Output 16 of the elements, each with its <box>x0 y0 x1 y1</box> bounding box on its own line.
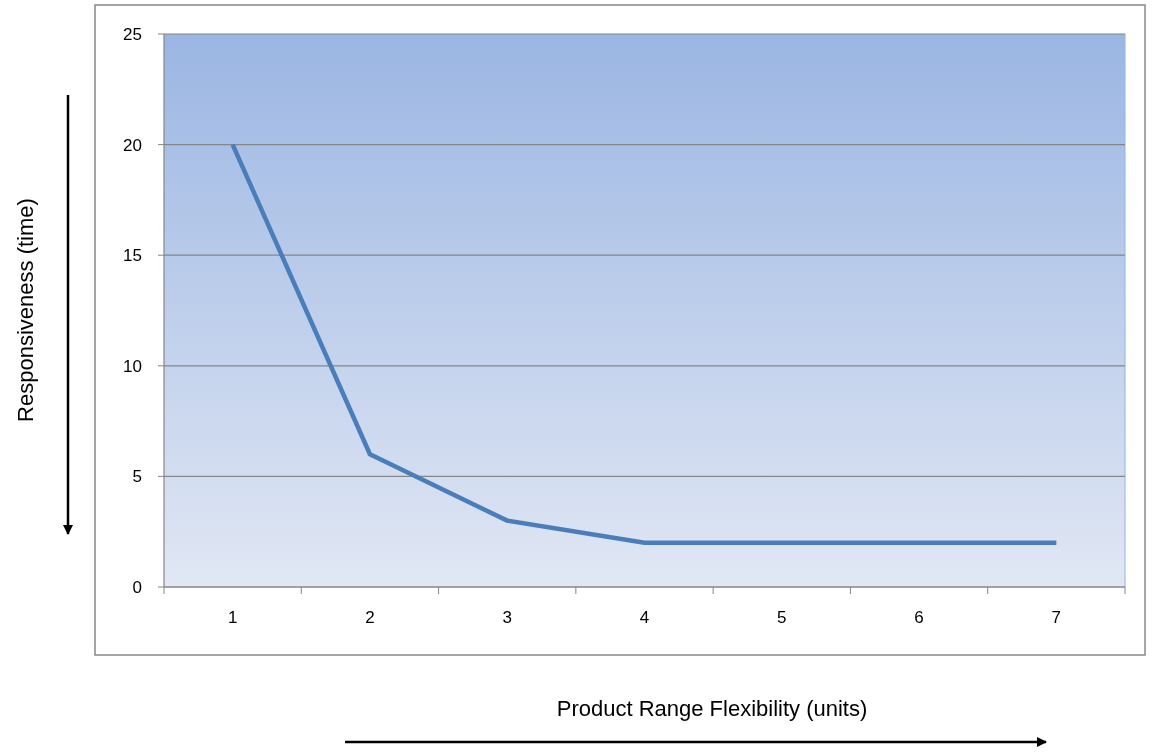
x-tick-label: 5 <box>777 608 787 627</box>
x-tick-label: 1 <box>227 608 238 627</box>
y-tick-label: 25 <box>123 24 142 44</box>
x-tick-label: 3 <box>502 608 512 627</box>
x-axis-title: Product Range Flexibility (units) <box>556 696 868 721</box>
x-tick-label: 7 <box>1051 608 1062 627</box>
y-axis-title: Responsiveness (time) <box>13 198 38 422</box>
x-tick-label: 4 <box>639 608 650 627</box>
line-series <box>230 142 1059 546</box>
y-tick-label: 5 <box>132 467 142 487</box>
x-tick-label: 2 <box>365 608 375 627</box>
y-tick-label: 15 <box>123 246 142 266</box>
y-tick-label: 0 <box>132 577 142 597</box>
x-tick-label: 6 <box>914 608 924 627</box>
y-tick-label: 20 <box>123 135 142 155</box>
y-tick-label: 10 <box>123 356 142 376</box>
